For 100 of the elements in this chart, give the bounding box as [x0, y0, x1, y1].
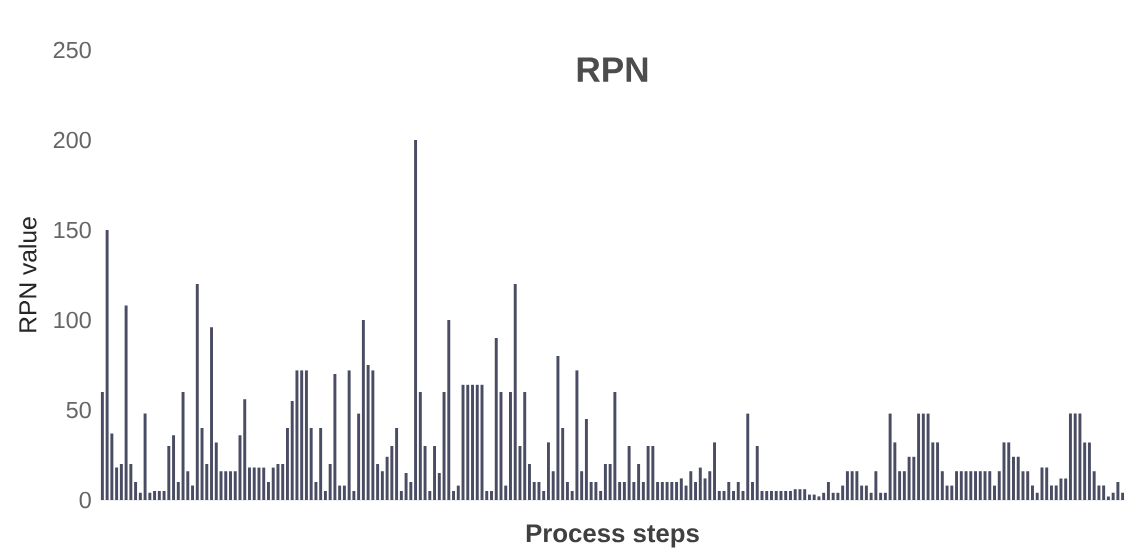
y-tick-label: 100 [54, 311, 91, 329]
bar [770, 491, 773, 500]
bar [252, 467, 256, 500]
bar [157, 491, 161, 500]
bar [945, 485, 949, 500]
bar [964, 471, 968, 500]
y-tick-label: 200 [53, 131, 91, 149]
bar [295, 370, 299, 500]
bar [641, 482, 645, 500]
bar [565, 482, 569, 500]
bar [888, 413, 892, 500]
bar [210, 327, 213, 500]
bar [589, 482, 593, 500]
bar [826, 482, 830, 500]
bar [357, 413, 361, 500]
bar [831, 492, 835, 500]
bar [456, 485, 460, 500]
bar [618, 482, 622, 500]
bar [475, 384, 479, 500]
bar [694, 482, 698, 500]
bar [603, 464, 607, 500]
bar [461, 384, 465, 500]
bar [361, 320, 365, 500]
bar [414, 140, 418, 500]
bar [243, 399, 247, 500]
bar [841, 485, 845, 500]
bar [423, 446, 427, 500]
bar [224, 471, 228, 500]
bar [713, 442, 716, 500]
bar [537, 482, 541, 500]
bar [717, 491, 721, 500]
bar [1007, 442, 1011, 500]
bar [784, 491, 788, 500]
bar [1045, 467, 1049, 500]
bar [395, 428, 399, 500]
bar [309, 428, 313, 500]
bar [542, 491, 546, 500]
bar [575, 370, 579, 500]
bar [670, 482, 674, 500]
bar [1016, 456, 1020, 500]
bar [874, 471, 878, 500]
bar [556, 356, 560, 500]
bar [917, 413, 921, 500]
bar [926, 413, 930, 500]
y-axis-title: RPN value [18, 217, 37, 332]
bar [266, 482, 270, 500]
bar [997, 471, 1001, 500]
bar [418, 392, 422, 500]
bar [494, 338, 498, 500]
bar [200, 428, 204, 500]
bar [921, 413, 925, 500]
bar [153, 491, 157, 500]
bar [627, 446, 631, 500]
bar [855, 471, 859, 500]
bar [788, 491, 792, 500]
bar [546, 442, 550, 500]
bar [793, 489, 797, 500]
bar [485, 491, 489, 500]
bar [698, 467, 702, 500]
bar [1087, 442, 1091, 500]
bar [347, 370, 351, 500]
bar [437, 473, 441, 500]
bar [646, 446, 650, 500]
bar [736, 482, 740, 500]
bar [959, 471, 963, 500]
bar [271, 467, 275, 500]
bar [807, 494, 811, 500]
bar [622, 482, 626, 500]
bar [105, 230, 109, 500]
bar [138, 492, 142, 500]
bar [532, 482, 536, 500]
bar [143, 413, 147, 500]
bar [233, 471, 237, 500]
bar [584, 419, 588, 500]
bar [176, 482, 180, 500]
bar [1064, 478, 1068, 500]
bar [993, 485, 996, 500]
bar [988, 471, 992, 500]
bar [119, 464, 123, 500]
bar [864, 485, 868, 500]
bar [727, 482, 731, 500]
bar [803, 489, 807, 500]
y-tick-label: 150 [54, 221, 91, 239]
bar [513, 284, 517, 500]
bar [323, 491, 327, 500]
bar [172, 435, 176, 500]
bar [304, 370, 308, 500]
bar [1012, 456, 1015, 500]
bar [675, 482, 679, 500]
bar [523, 392, 527, 500]
bar [399, 491, 403, 500]
bar [281, 464, 285, 500]
bar [817, 496, 821, 500]
bar [974, 471, 977, 500]
y-tick-label: 50 [66, 401, 91, 419]
bar [902, 471, 906, 500]
bar [338, 485, 342, 500]
bar [561, 428, 565, 500]
bar [1026, 471, 1030, 500]
bar [433, 446, 437, 500]
